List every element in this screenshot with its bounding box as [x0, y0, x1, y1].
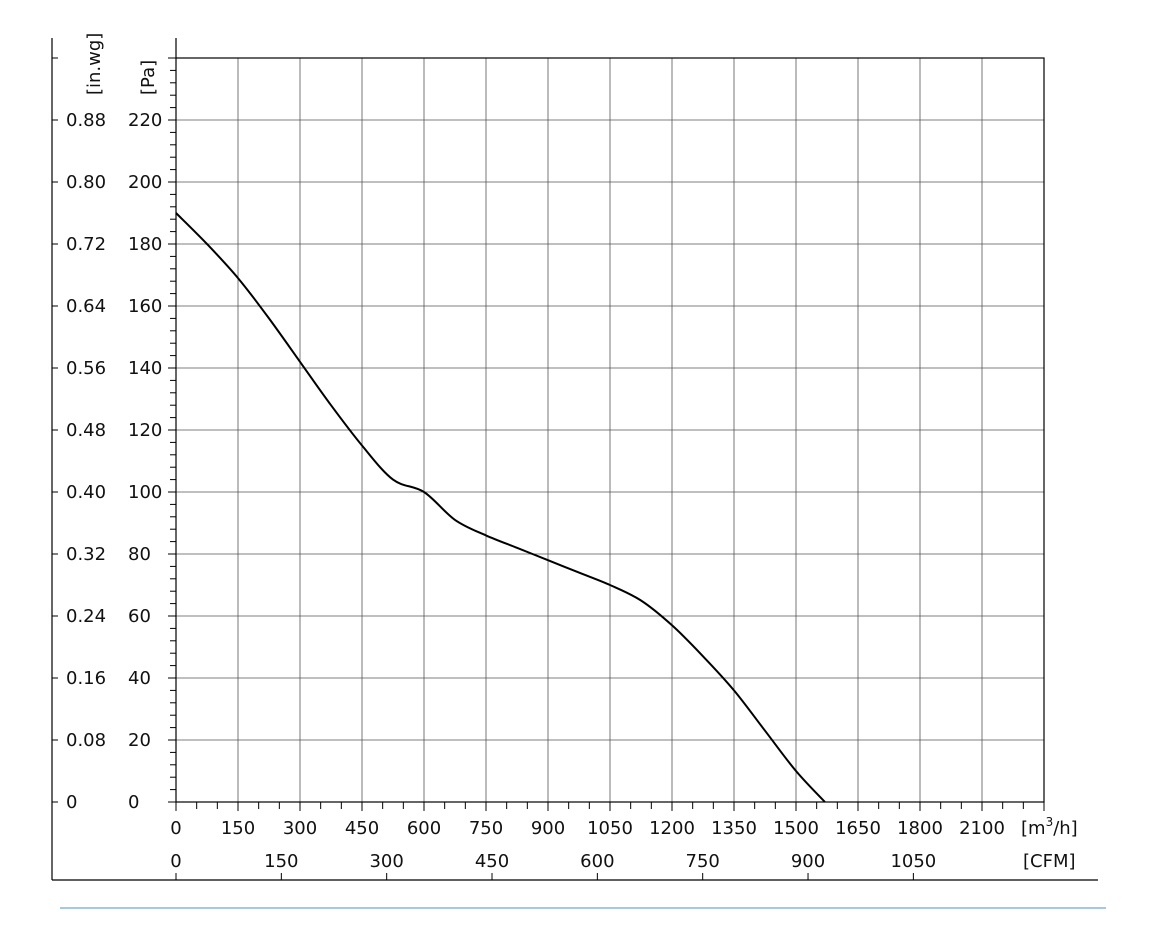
cfm-tick-label: 300: [369, 851, 403, 872]
cfm-tick-label: 450: [475, 851, 509, 872]
axes: [51, 38, 1098, 881]
y-axis-label: [Pa]: [138, 60, 159, 95]
x-tick-label: 300: [283, 818, 317, 839]
x-tick-label: 750: [469, 818, 503, 839]
y-tick-label: 0: [128, 792, 139, 813]
cfm-tick-label: 150: [264, 851, 298, 872]
x-tick-label: 1350: [711, 818, 757, 839]
y-tick-label: 200: [128, 172, 162, 193]
series: [175, 212, 826, 803]
grid: [176, 58, 1044, 802]
inwg-tick-label: 0.88: [66, 110, 106, 131]
inwg-tick-label: 0.24: [66, 606, 106, 627]
x-tick-label: 1800: [897, 818, 943, 839]
x-axis-label: [m3/h]: [1021, 815, 1078, 839]
y-tick-label: 140: [128, 358, 162, 379]
x-tick-label: 1200: [649, 818, 695, 839]
x-tick-label: 450: [345, 818, 379, 839]
x-tick-label: 150: [221, 818, 255, 839]
x-tick-label: 1650: [835, 818, 881, 839]
x-axis-label-sup: 3: [1046, 815, 1054, 829]
y-tick-label: 120: [128, 420, 162, 441]
labels: [in.wg] [Pa] [CFM] [m3/h] 0 20 40 60 80 100 12…: [66, 33, 1078, 872]
inwg-tick-label: 0.32: [66, 544, 106, 565]
x-tick-label: 0: [170, 818, 181, 839]
x2-axis-label: [CFM]: [1023, 851, 1076, 872]
x-axis-label-base: [m: [1021, 818, 1046, 839]
cfm-tick-label: 1050: [890, 851, 936, 872]
inwg-tick-label: 0.56: [66, 358, 106, 379]
inwg-tick-label: 0.64: [66, 296, 106, 317]
inwg-tick-label: 0.48: [66, 420, 106, 441]
cfm-tick-label: 0: [170, 851, 181, 872]
y-tick-label: 60: [128, 606, 151, 627]
y-tick-label: 100: [128, 482, 162, 503]
y-tick-label: 180: [128, 234, 162, 255]
inwg-tick-label: 0.72: [66, 234, 106, 255]
cfm-tick-label: 750: [686, 851, 720, 872]
inwg-tick-label: 0: [66, 792, 77, 813]
y2-axis-label: [in.wg]: [84, 33, 105, 95]
y-tick-label: 160: [128, 296, 162, 317]
x-tick-label: 2100: [959, 818, 1005, 839]
x-tick-label: 1500: [773, 818, 819, 839]
inwg-tick-label: 0.80: [66, 172, 106, 193]
series-line: [175, 212, 826, 803]
x-axis-label-tail: /h]: [1053, 818, 1078, 839]
y-tick-label: 40: [128, 668, 151, 689]
inwg-tick-label: 0.16: [66, 668, 106, 689]
y-tick-label: 220: [128, 110, 162, 131]
y-tick-label: 80: [128, 544, 151, 565]
inwg-tick-label: 0.08: [66, 730, 106, 751]
cfm-tick-label: 900: [791, 851, 825, 872]
cfm-tick-label: 600: [580, 851, 614, 872]
x-tick-label: 1050: [587, 818, 633, 839]
y-tick-label: 20: [128, 730, 151, 751]
inwg-tick-label: 0.40: [66, 482, 106, 503]
x-tick-label: 600: [407, 818, 441, 839]
x-tick-label: 900: [531, 818, 565, 839]
